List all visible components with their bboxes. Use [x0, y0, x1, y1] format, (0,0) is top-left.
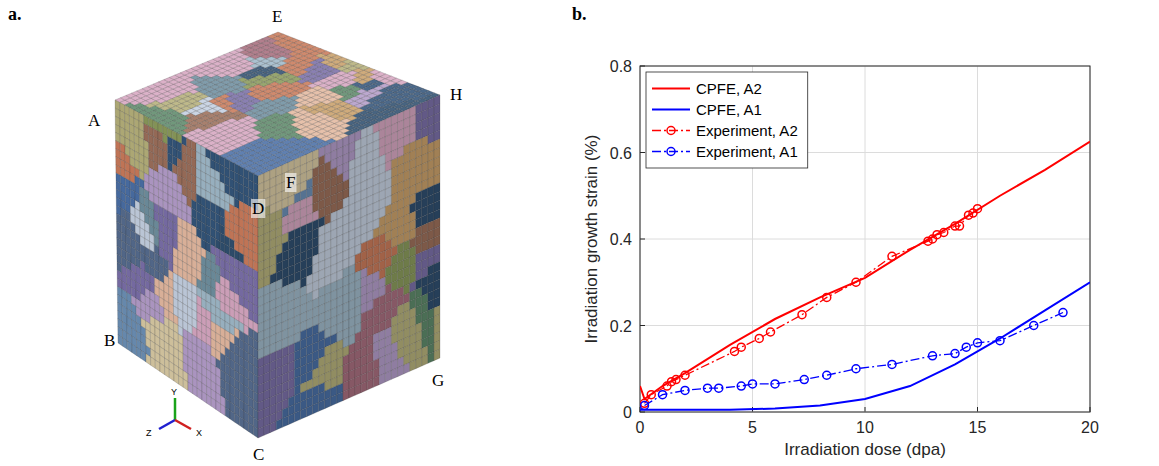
mesh-element: [276, 419, 282, 430]
mesh-element: [174, 373, 179, 385]
figure: a.b.EAHFDBCGYZX0510152000.20.40.60.8Irra…: [0, 0, 1159, 466]
mesh-element: [202, 392, 207, 404]
mesh-element: [155, 360, 160, 371]
mesh-element: [123, 338, 128, 349]
mesh-element: [207, 395, 212, 407]
mesh-element: [264, 424, 270, 435]
mesh-element: [118, 335, 123, 346]
mesh-element: [165, 366, 170, 377]
panel-label: b.: [572, 4, 587, 24]
mesh-element: [249, 423, 254, 435]
mesh-element: [288, 413, 294, 424]
mesh-element: [225, 407, 230, 419]
mesh-element: [188, 382, 193, 394]
mesh-element: [230, 410, 235, 422]
mesh-element: [183, 379, 188, 391]
mesh-element: [179, 376, 184, 388]
mesh-element: [258, 427, 264, 438]
mesh-element: [151, 357, 156, 368]
mesh-element: [282, 416, 288, 427]
mesh-element: [132, 344, 137, 355]
cube-face: [258, 95, 440, 438]
mesh-element: [216, 401, 221, 413]
panel-label: a.: [8, 4, 22, 24]
mesh-element: [160, 363, 165, 374]
mesh-element: [193, 385, 198, 397]
cube-face: [115, 32, 440, 176]
mesh-element: [137, 347, 142, 358]
mesh-element: [127, 341, 132, 352]
mesh-element: [169, 370, 174, 381]
mesh-element: [141, 351, 146, 362]
cube-face: [115, 100, 258, 438]
mesh-element: [197, 388, 202, 400]
mesh-element: [270, 421, 276, 432]
mesh-element: [244, 420, 249, 432]
mesh-element: [146, 354, 151, 365]
mesh-element: [253, 426, 258, 438]
mesh-element: [239, 417, 244, 429]
mesh-element: [221, 404, 226, 416]
mesh-element: [211, 398, 216, 410]
mesh-cube: [115, 32, 440, 438]
mesh-element: [235, 414, 240, 426]
